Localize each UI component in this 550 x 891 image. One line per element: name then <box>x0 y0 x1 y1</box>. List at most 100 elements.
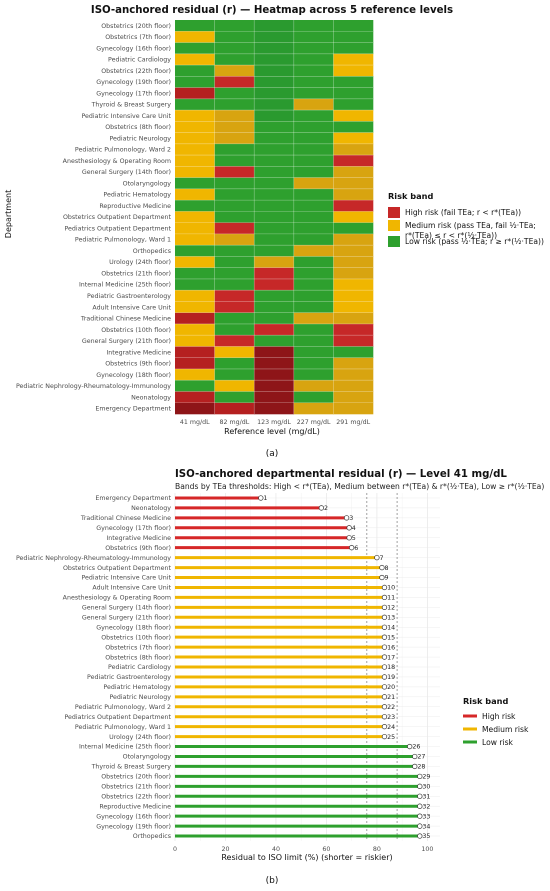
heatmap-cell <box>175 222 215 235</box>
heatmap-y-tick-label: Pediatric Nephrology-Rheumatology-Immuno… <box>16 383 171 390</box>
lollipop-point <box>381 594 388 601</box>
heatmap-cell <box>254 245 295 257</box>
heatmap-cell <box>175 380 215 392</box>
lollipop-x-ticks: 0 20 40 60 80 100 <box>173 846 433 853</box>
heatmap-y-tick-label: Pediatric Cardiology <box>108 57 171 64</box>
heatmap-cell <box>293 267 334 280</box>
heatmap-cell <box>214 132 255 145</box>
lollipop-point <box>349 545 355 551</box>
heatmap-cell <box>175 65 215 77</box>
heatmap-y-tick-label: Gynecology (16th floor) <box>96 45 171 52</box>
heatmap-cell <box>175 42 215 55</box>
heatmap-cell <box>293 357 334 370</box>
lollipop-point <box>417 803 423 809</box>
heatmap-legend-swatch <box>388 207 400 218</box>
heatmap-cell <box>333 245 374 257</box>
panel-label-a: (a) <box>266 449 279 459</box>
heatmap-cell <box>175 278 215 291</box>
heatmap-cell <box>214 222 255 235</box>
lollipop-rank-label: 15 <box>387 634 395 641</box>
lollipop-rank-label: 24 <box>387 724 395 731</box>
heatmap-cell <box>175 110 215 122</box>
heatmap-cell <box>214 121 255 133</box>
heatmap-cell <box>254 76 295 88</box>
heatmap-cell <box>214 53 255 66</box>
heatmap-legend-swatch <box>388 236 400 247</box>
heatmap-y-tick-label: Integrative Medicine <box>106 349 171 356</box>
lollipop-y-tick-label: Anesthesiology & Operating Room <box>63 595 171 602</box>
lollipop-y-tick-label: Pediatric Nephrology-Rheumatology-Immuno… <box>16 555 171 562</box>
heatmap-y-tick-label: Obstetrics (21th floor) <box>101 270 171 277</box>
lollipop-y-tick-label: General Surgery (21th floor) <box>82 614 171 621</box>
heatmap-y-tick-label: Gynecology (19th floor) <box>96 79 171 86</box>
heatmap-y-tick-label: Pediatric Neurology <box>109 135 171 142</box>
lollipop-y-tick-label: Internal Medicine (25th floor) <box>79 744 171 751</box>
lollipop-point <box>379 574 385 581</box>
lollipop-point <box>318 505 325 511</box>
lollipop-y-tick-label: Reproductive Medicine <box>99 803 171 810</box>
heatmap-cell <box>254 312 295 325</box>
heatmap-cell <box>293 200 334 212</box>
lollipop-y-tick-label: Pediatric Gastroenterology <box>87 674 171 681</box>
heatmap-cell <box>254 110 295 122</box>
heatmap-cell <box>254 20 295 32</box>
heatmap-cell <box>293 233 334 246</box>
lollipop-point <box>381 624 388 630</box>
heatmap-y-tick-label: Obstetrics Outpatient Department <box>63 214 172 221</box>
lollipop-rank-label: 20 <box>387 684 395 691</box>
heatmap-cell <box>214 301 255 313</box>
lollipop-rank-label: 1 <box>263 495 267 502</box>
heatmap-cell <box>175 31 215 43</box>
lollipop-x-tick-label: 60 <box>322 846 330 853</box>
heatmap-x-axis-label: Reference level (mg/dL) <box>224 427 320 436</box>
heatmap-cell <box>333 155 374 167</box>
lollipop-rank-label: 6 <box>354 545 358 552</box>
lollipop-y-tick-label: Obstetrics Outpatient Department <box>63 565 172 572</box>
heatmap-cell <box>333 335 374 347</box>
heatmap-cell <box>254 177 295 190</box>
lollipop-rank-label: 26 <box>412 744 420 751</box>
heatmap-y-tick-label: Adult Intensive Care Unit <box>92 304 171 311</box>
heatmap-cell <box>175 188 215 201</box>
heatmap-cell <box>293 290 334 302</box>
heatmap-cell <box>214 76 255 88</box>
heatmap-cell <box>293 245 334 257</box>
heatmap-title: ISO-anchored residual (r) — Heatmap acro… <box>91 5 453 16</box>
heatmap-cell <box>293 335 334 347</box>
heatmap-y-tick-label: Obstetrics (7th floor) <box>105 34 171 41</box>
lollipop-point <box>417 823 423 829</box>
lollipop-y-tick-label: Obstetrics (10th floor) <box>101 634 171 641</box>
heatmap-cell <box>333 380 374 392</box>
lollipop-rank-label: 8 <box>385 565 389 572</box>
lollipop-rank-label: 27 <box>417 754 425 761</box>
heatmap-y-tick-label: Obstetrics (20th floor) <box>101 23 171 30</box>
heatmap-cell <box>254 278 295 291</box>
heatmap-cell <box>333 42 374 55</box>
heatmap-cell <box>214 278 255 291</box>
heatmap-x-ticks: 41 mg/dL 82 mg/dL 123 mg/dL 227 mg/dL 291 mg… <box>180 419 371 426</box>
heatmap-y-tick-label: Obstetrics (10th floor) <box>101 327 171 334</box>
heatmap-x-tick-label: 82 mg/dL <box>220 419 250 426</box>
lollipop-bars: 1234567891011121314151617181920212223242… <box>175 495 430 840</box>
lollipop-point <box>417 773 423 780</box>
heatmap-y-tick-label: General Surgery (14th floor) <box>82 169 171 176</box>
heatmap-cell <box>293 368 334 381</box>
lollipop-point <box>381 684 388 690</box>
heatmap-cell <box>214 65 255 77</box>
heatmap-cell <box>293 155 334 167</box>
lollipop-point <box>417 813 423 819</box>
heatmap-cell <box>333 211 374 223</box>
heatmap-cell <box>333 256 374 268</box>
heatmap-cell <box>214 290 255 302</box>
heatmap-cell <box>293 53 334 66</box>
heatmap-cell <box>254 402 295 415</box>
heatmap-cell <box>333 290 374 302</box>
heatmap-cell <box>254 256 295 268</box>
heatmap-cell <box>333 166 374 178</box>
heatmap-cell <box>214 200 255 212</box>
lollipop-y-tick-label: Adult Intensive Care Unit <box>92 585 171 592</box>
heatmap-y-tick-label: Pediatric Gastroenterology <box>87 293 171 300</box>
heatmap-cell <box>333 143 374 156</box>
heatmap-cell <box>254 87 295 100</box>
heatmap-y-tick-label: Obstetrics (9th floor) <box>105 361 171 368</box>
